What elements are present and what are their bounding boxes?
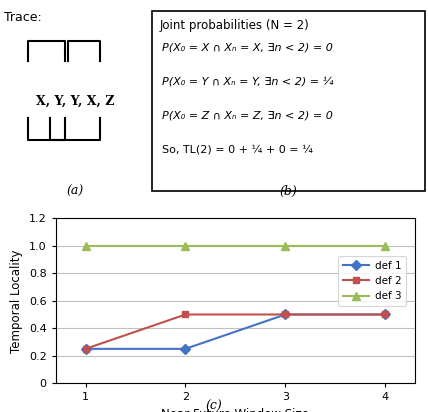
Y-axis label: Temporal Locality: Temporal Locality (10, 249, 23, 353)
Text: (a): (a) (66, 185, 83, 198)
Bar (152, 11, 425, 191)
Line: def 1: def 1 (82, 311, 389, 352)
def 3 (383, 243, 388, 248)
Text: P(X₀ = Z ∩ Xₙ = Z, ∃n < 2) = 0: P(X₀ = Z ∩ Xₙ = Z, ∃n < 2) = 0 (162, 111, 333, 121)
Text: P(X₀ = X ∩ Xₙ = X, ∃n < 2) = 0: P(X₀ = X ∩ Xₙ = X, ∃n < 2) = 0 (162, 43, 333, 53)
X-axis label: Near Future Window Size: Near Future Window Size (161, 408, 309, 412)
def 1 (83, 346, 88, 351)
def 3 (283, 243, 288, 248)
Line: def 3: def 3 (81, 242, 389, 250)
def 2 (283, 312, 288, 317)
Text: Trace:: Trace: (4, 11, 42, 24)
def 2 (83, 346, 88, 351)
def 3 (83, 243, 88, 248)
Text: So, TL(2) = 0 + ¼ + 0 = ¼: So, TL(2) = 0 + ¼ + 0 = ¼ (162, 145, 313, 155)
def 1 (383, 312, 388, 317)
def 2 (383, 312, 388, 317)
Text: Joint probabilities (N = 2): Joint probabilities (N = 2) (160, 19, 310, 32)
def 1 (283, 312, 288, 317)
Text: X, Y, Y, X, Z: X, Y, Y, X, Z (36, 94, 114, 108)
Legend: def 1, def 2, def 3: def 1, def 2, def 3 (338, 255, 406, 307)
Line: def 2: def 2 (82, 311, 389, 352)
Text: (b): (b) (279, 185, 297, 198)
def 1 (183, 346, 188, 351)
Text: (c): (c) (205, 400, 223, 412)
def 3 (183, 243, 188, 248)
Text: P(X₀ = Y ∩ Xₙ = Y, ∃n < 2) = ¼: P(X₀ = Y ∩ Xₙ = Y, ∃n < 2) = ¼ (162, 77, 333, 87)
def 2 (183, 312, 188, 317)
